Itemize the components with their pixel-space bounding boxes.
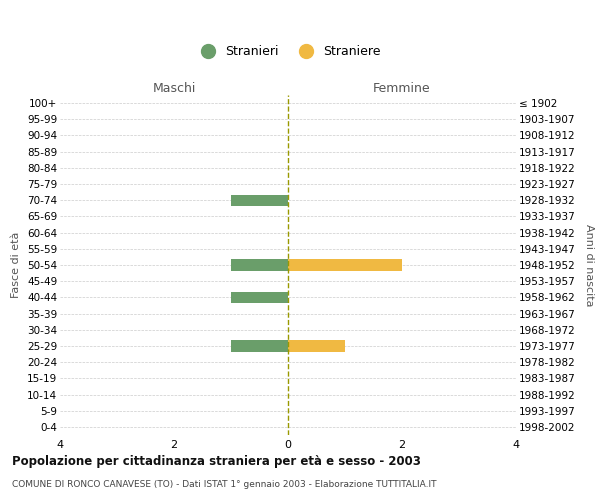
Bar — [231, 292, 288, 303]
Bar — [231, 194, 288, 206]
Text: COMUNE DI RONCO CANAVESE (TO) - Dati ISTAT 1° gennaio 2003 - Elaborazione TUTTIT: COMUNE DI RONCO CANAVESE (TO) - Dati IST… — [12, 480, 437, 489]
Bar — [288, 340, 345, 351]
Text: Popolazione per cittadinanza straniera per età e sesso - 2003: Popolazione per cittadinanza straniera p… — [12, 455, 421, 468]
Y-axis label: Anni di nascita: Anni di nascita — [584, 224, 594, 306]
Bar — [231, 260, 288, 270]
Text: Maschi: Maschi — [152, 82, 196, 95]
Y-axis label: Fasce di età: Fasce di età — [11, 232, 22, 298]
Text: Femmine: Femmine — [373, 82, 431, 95]
Bar — [288, 260, 402, 270]
Bar — [231, 340, 288, 351]
Legend: Stranieri, Straniere: Stranieri, Straniere — [190, 40, 386, 63]
